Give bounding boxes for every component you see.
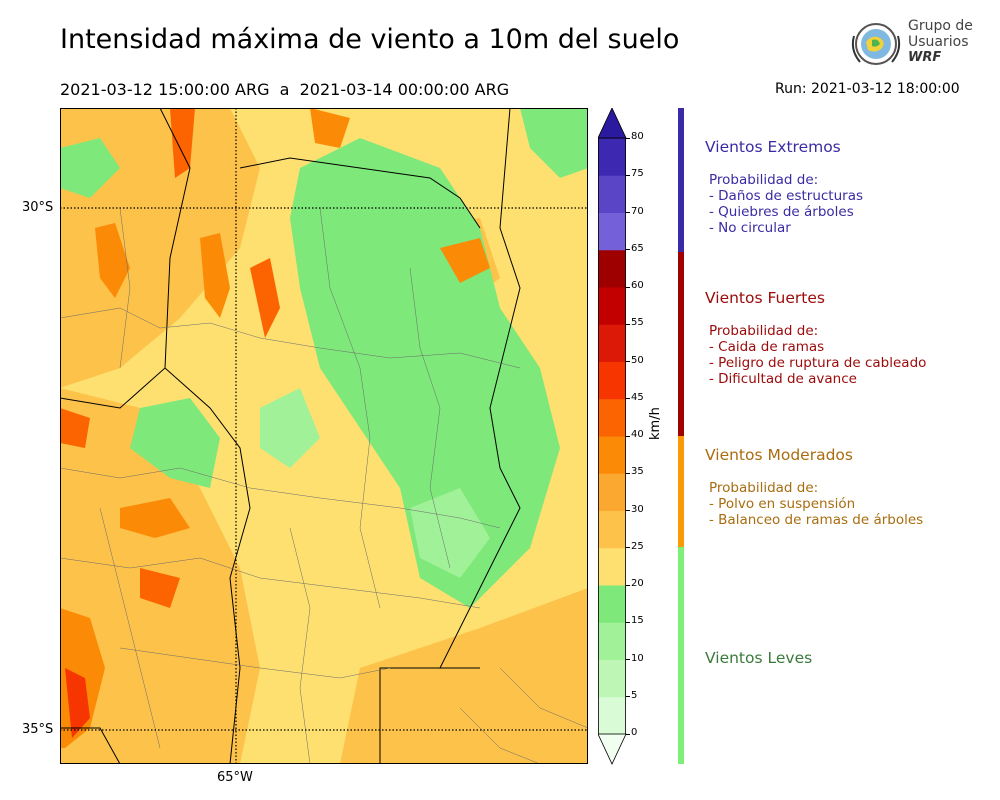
colorbar-tick-label: 45 <box>631 391 644 403</box>
wrf-logo-icon <box>851 23 901 65</box>
colorbar-segment <box>598 287 626 325</box>
colorbar-tick-label: 80 <box>631 131 644 142</box>
colorbar-segment <box>598 398 626 437</box>
colorbar-unit-label: km/h <box>648 407 663 440</box>
colorbar-tick-mark <box>626 435 630 437</box>
colorbar-tick-label: 10 <box>631 652 644 664</box>
colorbar-tick-mark <box>626 286 630 288</box>
map-title: Intensidad máxima de viento a 10m del su… <box>60 24 680 55</box>
logo-text: Grupo de Usuarios <box>908 18 973 50</box>
category-items-moderate: Probabilidad de: - Polvo en suspensión -… <box>709 480 924 528</box>
colorbar-tick-mark <box>626 212 630 213</box>
colorbar-segment <box>598 249 626 288</box>
colorbar-tick-label: 50 <box>631 354 644 366</box>
lat-label-30s: 30°S <box>22 200 54 215</box>
colorbar-tick-label: 15 <box>631 615 644 627</box>
colorbar-tick-label: 20 <box>631 578 644 589</box>
category-items-extreme: Probabilidad de: - Daños de estructuras … <box>709 172 864 236</box>
strong-winds-bar <box>678 252 684 436</box>
colorbar-segment <box>598 473 626 511</box>
colorbar-tick-label: 75 <box>631 168 644 180</box>
colorbar-tick-label: 60 <box>631 280 644 291</box>
colorbar-tick-label: 40 <box>631 429 644 440</box>
colorbar-tick-mark <box>626 547 630 549</box>
colorbar-tick-label: 70 <box>631 205 644 217</box>
colorbar-tick-mark <box>626 174 630 176</box>
colorbar-extend-low <box>598 733 627 765</box>
colorbar-tick-label: 30 <box>631 503 644 515</box>
category-items-strong: Probabilidad de: - Caida de ramas - Peli… <box>709 323 927 387</box>
wind-map <box>60 108 588 764</box>
colorbar-segment <box>598 324 626 362</box>
colorbar-tick-mark <box>626 584 630 586</box>
moderate-winds-bar <box>678 436 684 547</box>
colorbar-tick-mark <box>626 510 630 511</box>
colorbar-segment <box>598 361 626 400</box>
run-label: Run: 2021-03-12 18:00:00 <box>775 81 960 97</box>
colorbar-tick-mark <box>626 659 630 660</box>
colorbar-tick-mark <box>626 733 630 735</box>
colorbar-tick-mark <box>626 361 630 362</box>
colorbar-tick-mark <box>626 398 630 400</box>
colorbar-tick-mark <box>626 137 630 139</box>
colorbar-tick-label: 25 <box>631 540 644 552</box>
lon-label-65w: 65°W <box>217 770 253 785</box>
colorbar-tick-label: 5 <box>631 689 638 701</box>
colorbar-tick-mark <box>626 323 630 325</box>
colorbar-segment <box>598 585 626 623</box>
colorbar-segment <box>598 212 626 251</box>
colorbar-segment <box>598 510 626 549</box>
colorbar-tick-mark <box>626 696 630 698</box>
colorbar-segment <box>598 696 626 735</box>
colorbar-extend-high <box>598 108 627 139</box>
category-title-light: Vientos Leves <box>705 649 813 667</box>
colorbar-segment <box>598 436 626 474</box>
category-title-extreme: Vientos Extremos <box>705 138 841 156</box>
period-label: 2021-03-12 15:00:00 ARG a 2021-03-14 00:… <box>60 80 510 99</box>
colorbar-segment <box>598 138 626 176</box>
colorbar-tick-mark <box>626 249 630 251</box>
light-winds-bar <box>678 547 684 764</box>
colorbar-tick-label: 65 <box>631 242 644 254</box>
logo-text-wrf: WRF <box>908 50 942 65</box>
colorbar-tick-mark <box>626 472 630 474</box>
lat-label-35s: 35°S <box>22 722 54 737</box>
colorbar <box>598 108 627 765</box>
extreme-winds-bar <box>678 108 684 252</box>
colorbar-segment <box>598 659 626 698</box>
colorbar-tick-mark <box>626 621 630 623</box>
colorbar-segment <box>598 622 626 660</box>
colorbar-tick-label: 55 <box>631 317 644 329</box>
category-title-strong: Vientos Fuertes <box>705 289 825 307</box>
colorbar-segment <box>598 547 626 586</box>
colorbar-segment <box>598 175 626 213</box>
colorbar-tick-label: 35 <box>631 466 644 478</box>
colorbar-tick-label: 0 <box>631 727 638 738</box>
category-title-moderate: Vientos Moderados <box>705 446 853 464</box>
